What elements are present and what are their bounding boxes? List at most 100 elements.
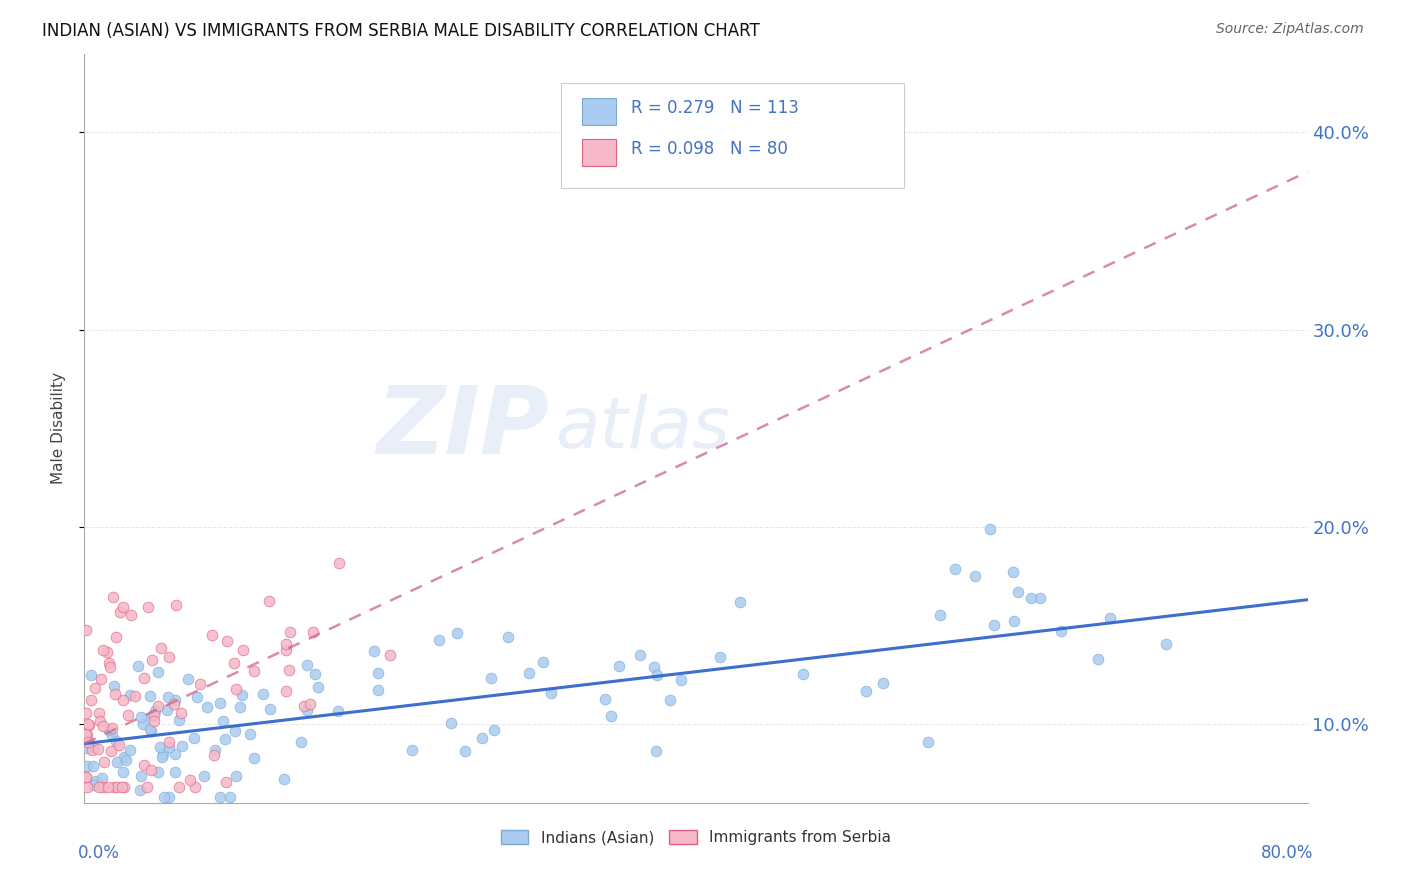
Point [645, 668, 668, 682]
Point [131, 769, 153, 783]
Point [91, 719, 114, 733]
Point [979, 523, 1001, 537]
Point [132, 717, 155, 731]
Point [1002, 614, 1025, 628]
Point [89, 706, 111, 720]
Point [152, 747, 174, 761]
Point [471, 731, 494, 746]
Point [855, 684, 877, 698]
Point [135, 780, 157, 794]
Point [146, 665, 169, 680]
Point [297, 657, 319, 672]
Point [446, 626, 468, 640]
Point [963, 568, 986, 582]
Point [252, 687, 274, 701]
Point [103, 590, 125, 604]
Point [138, 722, 160, 736]
Point [290, 734, 312, 748]
Point [224, 723, 246, 738]
Point [76, 717, 98, 731]
Point [259, 701, 281, 715]
Point [484, 723, 506, 737]
Point [76, 780, 98, 794]
FancyBboxPatch shape [561, 84, 904, 188]
Point [112, 599, 135, 614]
Point [167, 780, 190, 794]
Point [929, 608, 952, 623]
Point [427, 633, 450, 648]
Point [98, 660, 121, 674]
Point [76, 728, 98, 742]
Point [917, 735, 939, 749]
Point [117, 708, 139, 723]
Point [75, 741, 97, 756]
Point [202, 747, 225, 762]
Point [645, 743, 668, 757]
Point [232, 643, 254, 657]
Text: 0.0%: 0.0% [79, 844, 120, 862]
Point [1029, 591, 1052, 605]
Point [82, 759, 104, 773]
Text: INDIAN (ASIAN) VS IMMIGRANTS FROM SERBIA MALE DISABILITY CORRELATION CHART: INDIAN (ASIAN) VS IMMIGRANTS FROM SERBIA… [42, 22, 759, 40]
Point [229, 699, 252, 714]
Point [127, 658, 149, 673]
Point [299, 697, 322, 711]
Point [943, 562, 966, 576]
Text: 80.0%: 80.0% [1261, 844, 1313, 862]
Point [83, 778, 105, 792]
Point [454, 744, 477, 758]
Point [193, 769, 215, 783]
Point [479, 672, 502, 686]
Point [141, 724, 163, 739]
Point [105, 755, 128, 769]
Point [111, 765, 134, 780]
Text: Source: ZipAtlas.com: Source: ZipAtlas.com [1216, 22, 1364, 37]
Point [215, 775, 238, 789]
Point [143, 714, 166, 729]
Point [136, 599, 159, 614]
Point [146, 765, 169, 780]
Point [97, 780, 120, 794]
Point [82, 743, 104, 757]
Point [103, 679, 125, 693]
Point [157, 649, 180, 664]
Point [163, 764, 186, 779]
Point [143, 705, 166, 719]
Point [112, 780, 135, 794]
Point [170, 706, 193, 720]
Point [149, 640, 172, 655]
Point [100, 744, 122, 758]
FancyBboxPatch shape [582, 98, 616, 125]
Point [87, 742, 110, 756]
Point [103, 780, 125, 794]
Point [134, 671, 156, 685]
Point [367, 682, 389, 697]
Point [108, 605, 131, 619]
Point [177, 673, 200, 687]
Point [87, 780, 110, 794]
Point [120, 742, 142, 756]
Point [257, 594, 280, 608]
Point [163, 697, 186, 711]
Point [274, 637, 297, 651]
Point [367, 666, 389, 681]
Point [872, 675, 894, 690]
Point [75, 727, 97, 741]
Point [97, 723, 120, 737]
Point [239, 727, 262, 741]
Point [204, 743, 226, 757]
Point [107, 738, 129, 752]
Point [214, 732, 236, 747]
Point [76, 759, 98, 773]
Point [209, 696, 232, 710]
Point [118, 689, 141, 703]
Legend: Indians (Asian), Immigrants from Serbia: Indians (Asian), Immigrants from Serbia [495, 824, 897, 851]
Point [304, 667, 326, 681]
Point [84, 774, 107, 789]
Point [302, 624, 325, 639]
Point [89, 714, 111, 728]
Point [112, 749, 135, 764]
Point [91, 642, 114, 657]
Point [129, 783, 152, 797]
Point [669, 673, 692, 688]
